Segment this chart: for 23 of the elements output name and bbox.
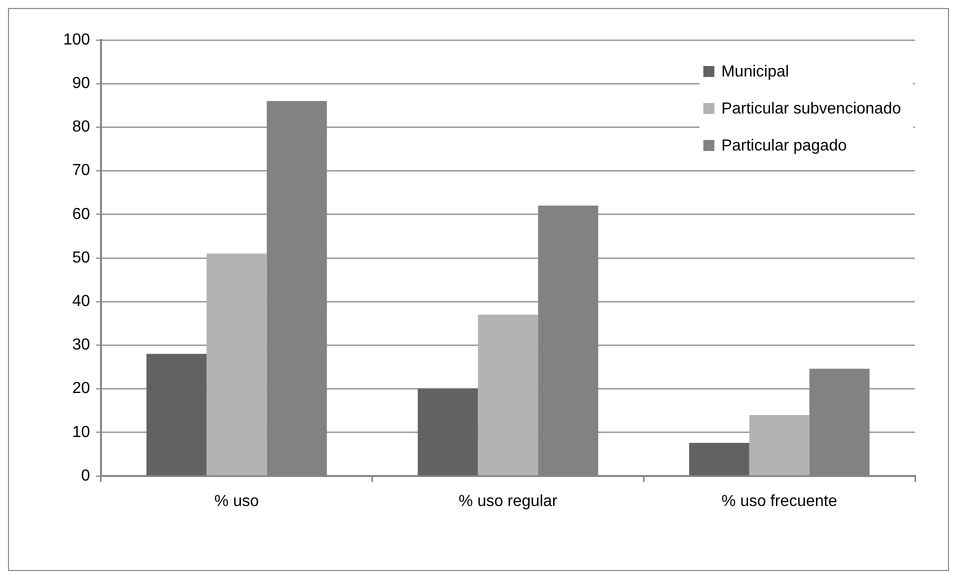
y-tick-label: 80 bbox=[72, 118, 90, 136]
bar bbox=[689, 442, 750, 476]
y-tick-label: 40 bbox=[72, 293, 90, 310]
bar bbox=[206, 254, 267, 476]
y-tick-label: 0 bbox=[81, 467, 90, 484]
legend-label: Particular pagado bbox=[721, 137, 847, 154]
y-tick-label: 10 bbox=[72, 424, 90, 441]
y-tick-label: 100 bbox=[63, 31, 90, 48]
legend-label: Municipal bbox=[721, 63, 789, 80]
y-tick-label: 30 bbox=[72, 336, 90, 354]
bar bbox=[478, 314, 538, 476]
y-tick-label: 70 bbox=[72, 162, 90, 180]
x-tick-label: % uso frecuente bbox=[722, 493, 838, 510]
y-tick-label: 90 bbox=[72, 75, 90, 92]
x-tick-label: % uso regular bbox=[458, 493, 558, 510]
y-tick-label: 20 bbox=[72, 380, 90, 398]
y-tick-label: 60 bbox=[72, 206, 90, 223]
bar bbox=[749, 414, 810, 476]
x-tick-label: % uso bbox=[214, 493, 260, 510]
bar bbox=[146, 354, 207, 476]
legend-label: Particular subvencionado bbox=[721, 100, 902, 118]
bar bbox=[418, 388, 478, 476]
y-tick-label: 50 bbox=[72, 249, 90, 266]
